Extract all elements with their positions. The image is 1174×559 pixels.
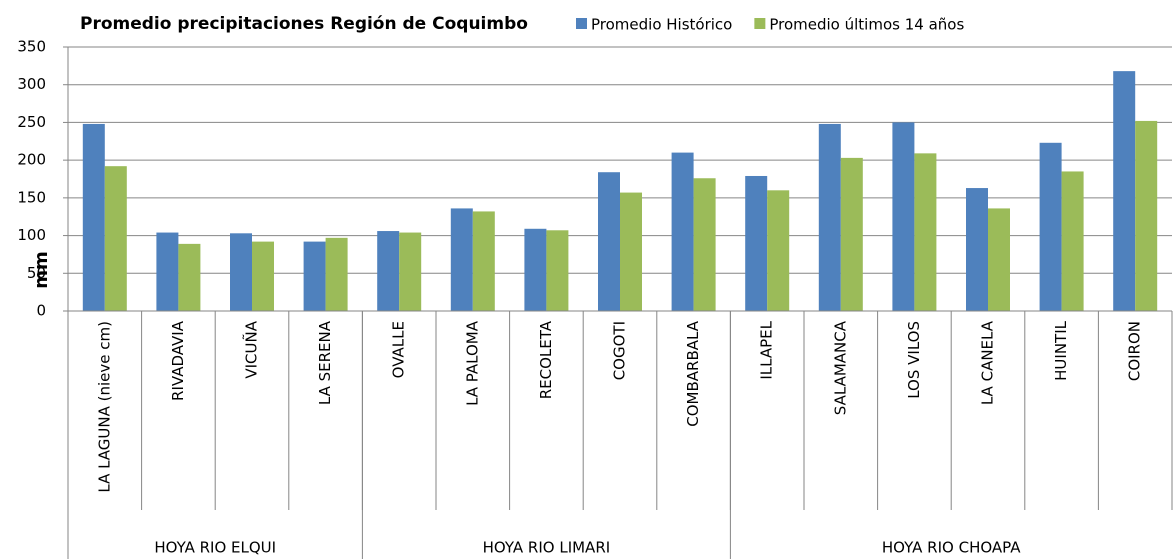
- bar: [156, 232, 179, 311]
- y-tick-label: 350: [17, 38, 46, 56]
- bar: [104, 166, 127, 311]
- y-tick-label: 300: [17, 75, 46, 93]
- x-tick-label: COIRON: [1126, 321, 1144, 381]
- bar: [892, 122, 915, 311]
- bar: [303, 241, 326, 311]
- bar: [840, 157, 863, 311]
- bar: [230, 233, 252, 311]
- legend-label: Promedio últimos 14 años: [769, 16, 964, 34]
- y-tick-label: 100: [17, 226, 46, 244]
- group-label: HOYA RIO CHOAPA: [882, 539, 1021, 557]
- bar: [988, 208, 1010, 311]
- group-label: HOYA RIO ELQUI: [154, 539, 276, 557]
- x-tick-label: LA PALOMA: [463, 320, 481, 406]
- y-tick-label: 250: [17, 113, 46, 131]
- x-tick-label: OVALLE: [390, 321, 408, 378]
- x-tick-label: ILLAPEL: [758, 320, 776, 379]
- x-tick-label: COGOTI: [611, 321, 629, 380]
- x-tick-label: HUINTIL: [1052, 320, 1070, 380]
- x-tick-label: VICUÑA: [242, 320, 261, 378]
- bar: [178, 243, 201, 311]
- y-tick-label: 150: [17, 188, 46, 206]
- bar: [693, 178, 716, 311]
- bar: [818, 123, 841, 312]
- bar: [620, 192, 642, 311]
- x-tick-label: LOS VILOS: [905, 321, 923, 399]
- y-axis-label: mm: [31, 251, 52, 289]
- x-tick-label: LA LAGUNA (nieve cm): [95, 321, 113, 493]
- bar: [325, 237, 348, 311]
- bar: [966, 188, 988, 311]
- y-tick-label: 0: [36, 302, 46, 320]
- legend-label: Promedio Histórico: [591, 16, 732, 34]
- bar: [82, 123, 105, 312]
- bar: [1061, 171, 1084, 311]
- bar: [598, 172, 620, 311]
- bar: [546, 230, 569, 311]
- bar: [914, 153, 937, 311]
- bar: [377, 231, 400, 311]
- y-tick-label: 50: [27, 264, 46, 282]
- bar: [1039, 142, 1062, 311]
- chart-title: Promedio precipitaciones Región de Coqui…: [80, 14, 528, 34]
- bar: [1113, 71, 1136, 311]
- bar: [450, 208, 473, 311]
- legend-swatch: [576, 18, 587, 29]
- legend-swatch: [754, 18, 766, 29]
- bar: [1135, 120, 1158, 311]
- bar: [252, 241, 274, 311]
- x-tick-label: COMBARBALA: [684, 320, 702, 426]
- x-tick-label: SALAMANCA: [831, 320, 849, 415]
- x-tick-label: LA SERENA: [316, 320, 334, 405]
- x-tick-label: LA CANELA: [979, 320, 997, 405]
- bar: [399, 232, 422, 311]
- bar: [472, 211, 495, 311]
- x-tick-label: RECOLETA: [537, 320, 555, 399]
- bar: [745, 175, 768, 311]
- y-tick-label: 200: [17, 151, 46, 169]
- x-tick-label: RIVADAVIA: [169, 320, 187, 401]
- bar: [524, 228, 547, 311]
- bar: [767, 190, 790, 311]
- group-label: HOYA RIO LIMARI: [483, 539, 611, 557]
- bar: [671, 152, 694, 311]
